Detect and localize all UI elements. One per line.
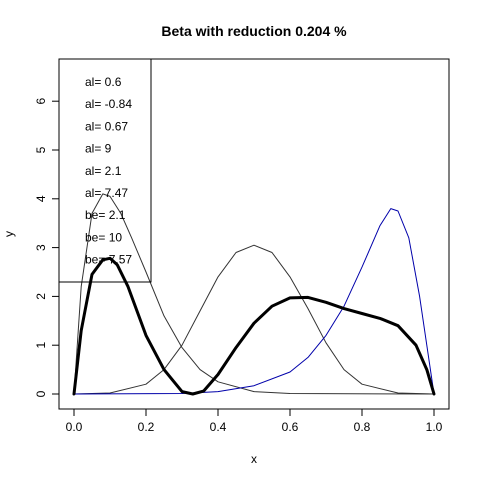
series-line-2 — [73, 244, 435, 395]
series-line-3 — [73, 208, 435, 395]
x-tick-label: 0.4 — [210, 420, 227, 434]
x-axis: 0.0 0.2 0.4 0.6 0.8 1.0 — [66, 408, 443, 434]
legend-entry: be= 7.57 — [85, 253, 132, 267]
legend-entry: al= -0.84 — [85, 97, 132, 111]
x-tick-label: 0.0 — [66, 420, 83, 434]
y-tick-label: 4 — [34, 195, 48, 202]
y-tick-label: 3 — [34, 244, 48, 251]
x-tick-label: 0.2 — [138, 420, 155, 434]
legend-entry: al= 0.67 — [85, 119, 128, 133]
legend-entry: al= 9 — [85, 142, 112, 156]
y-tick-label: 6 — [34, 98, 48, 105]
legend-entry: be= 10 — [85, 230, 122, 244]
x-tick-label: 0.8 — [354, 420, 371, 434]
y-tick-label: 2 — [34, 293, 48, 300]
y-axis-label: y — [2, 231, 16, 237]
legend-entry: al= 2.1 — [85, 164, 122, 178]
series-layer — [72, 193, 436, 396]
y-tick-label: 0 — [34, 390, 48, 397]
chart-title: Beta with reduction 0.204 % — [161, 23, 347, 39]
legend-box — [58, 58, 152, 283]
y-tick-label: 5 — [34, 146, 48, 153]
x-axis-label: x — [251, 452, 257, 466]
x-tick-label: 1.0 — [426, 420, 443, 434]
y-tick-label: 1 — [34, 342, 48, 349]
x-tick-label: 0.6 — [282, 420, 299, 434]
legend-entry: be= 2.1 — [85, 208, 126, 222]
legend: al= 0.6 al= -0.84 al= 0.67 al= 9 al= 2.1 al= … — [58, 58, 152, 283]
legend-entry: al= 0.6 — [85, 75, 122, 89]
legend-entry: al= 7.47 — [85, 186, 128, 200]
series-line-4 — [72, 256, 436, 396]
series-line-1 — [73, 193, 435, 395]
